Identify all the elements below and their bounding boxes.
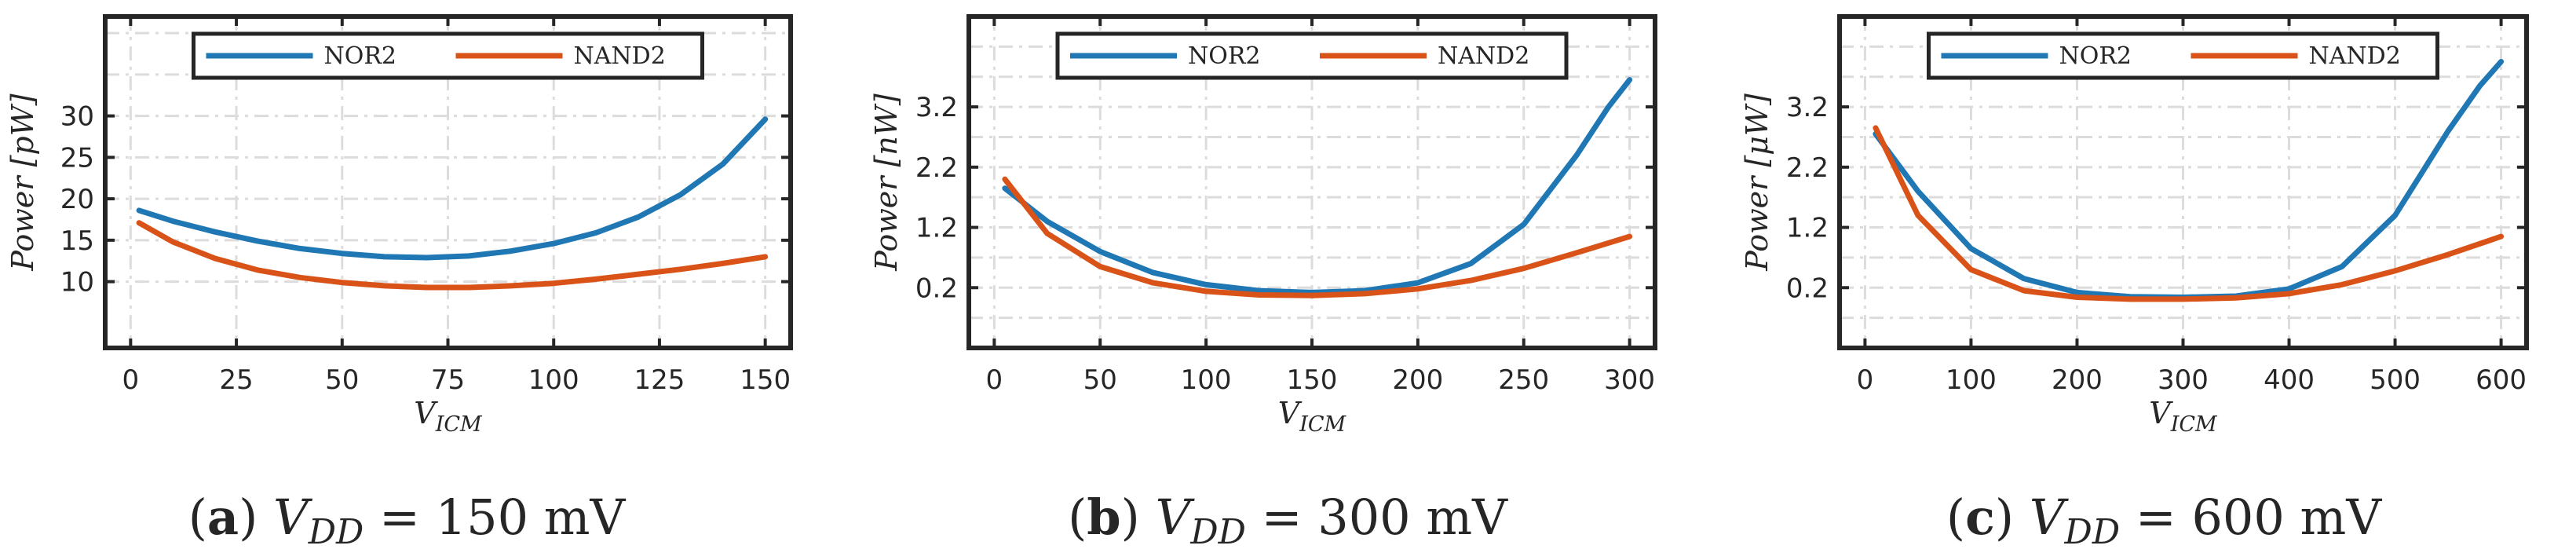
y-tick-label: 25 [60, 142, 94, 174]
chart-panel-3: 0 100 200 300 400 500 6000.21.22.23.2VICMPower… [1740, 14, 2529, 552]
y-tick-label: 3.2 [1786, 92, 1829, 123]
x-axis-label-main: V [2149, 396, 2173, 430]
caption-var: V [2030, 489, 2070, 546]
caption-letter: b [1087, 489, 1120, 546]
y-tick-label: 2.2 [1786, 152, 1829, 184]
x-tick-label: 400 [2264, 364, 2315, 396]
y-axis-label: Power [μW] [1740, 93, 1774, 272]
x-tick-label: 300 [2158, 364, 2209, 396]
legend-label-nand2: NAND2 [574, 42, 666, 70]
caption-paren: ( [1946, 489, 1965, 546]
legend-label-nand2: NAND2 [1438, 42, 1529, 70]
x-tick-label: 100 [1181, 364, 1232, 396]
series-line-nand2 [1873, 125, 2505, 302]
series-line-nor2 [136, 116, 769, 261]
x-tick-label: 500 [2370, 364, 2421, 396]
y-tick-label: 1.2 [1786, 213, 1829, 244]
panel-caption: (c) VDD = 600 mV [1946, 489, 2382, 552]
legend-label-nor2: NOR2 [324, 42, 397, 70]
caption-value: = 600 mV [2120, 489, 2382, 546]
caption-paren: ) [239, 489, 273, 546]
caption-paren: ( [188, 489, 207, 546]
caption-paren: ) [1995, 489, 2030, 546]
legend: NOR2 NAND2 [1055, 31, 1569, 80]
legend: NOR2 NAND2 [192, 31, 704, 80]
y-tick-label: 10 [60, 267, 94, 298]
x-axis-label-sub: ICM [1299, 412, 1346, 437]
series-line-nor2 [1002, 77, 1633, 295]
caption-letter: a [207, 489, 239, 546]
panel-caption: (b) VDD = 300 mV [1068, 489, 1508, 552]
x-tick-label: 75 [431, 364, 465, 396]
x-axis-label-main: V [1278, 396, 1303, 430]
y-tick-label: 2.2 [915, 152, 958, 184]
y-tick-label: 0.2 [915, 273, 958, 304]
y-tick-label: 30 [60, 101, 94, 133]
x-tick-label: 100 [528, 364, 579, 396]
x-tick-label: 0 [1857, 364, 1874, 396]
x-axis-label-sub: ICM [435, 412, 483, 437]
y-tick-label: 1.2 [915, 213, 958, 244]
x-tick-label: 25 [219, 364, 253, 396]
caption-var-sub: DD [308, 512, 364, 552]
x-tick-label: 50 [1083, 364, 1117, 396]
x-axis-label-main: V [414, 396, 438, 430]
x-tick-label: 150 [740, 364, 791, 396]
caption-value: = 300 mV [1246, 489, 1508, 546]
series-line-nor2 [1873, 59, 2505, 300]
legend-label-nor2: NOR2 [2059, 42, 2132, 70]
chart-panel-2: 0 50 100 150 200 250 3000.21.22.23.2VICMPower … [869, 14, 1657, 552]
x-tick-label: 50 [325, 364, 359, 396]
y-tick-label: 0.2 [1786, 273, 1829, 304]
y-axis-label: Power [nW] [869, 93, 904, 272]
x-tick-label: 150 [1287, 364, 1338, 396]
x-tick-label: 600 [2476, 364, 2527, 396]
y-axis-label: Power [pW] [5, 93, 40, 271]
caption-var: V [273, 489, 313, 546]
y-tick-label: 15 [60, 225, 94, 257]
legend: NOR2 NAND2 [1927, 31, 2439, 80]
y-tick-label: 20 [60, 184, 94, 215]
x-tick-label: 0 [122, 364, 140, 396]
x-axis-label-sub: ICM [2170, 412, 2218, 437]
x-tick-label: 0 [986, 364, 1003, 396]
caption-letter: c [1965, 489, 1995, 546]
x-tick-label: 100 [1946, 364, 1997, 396]
x-axis-label: VICM [1278, 396, 1347, 437]
series-line-nand2 [1002, 176, 1633, 298]
x-axis-label: VICM [2149, 396, 2218, 437]
caption-var: V [1156, 489, 1196, 546]
caption-var-sub: DD [1189, 512, 1246, 552]
x-axis-label: VICM [414, 396, 483, 437]
legend-label-nand2: NAND2 [2309, 42, 2401, 70]
x-tick-label: 250 [1498, 364, 1549, 396]
caption-paren: ( [1068, 489, 1087, 546]
legend-label-nor2: NOR2 [1188, 42, 1261, 70]
panel-caption: (a) VDD = 150 mV [188, 489, 627, 552]
caption-value: = 150 mV [364, 489, 626, 546]
series-line-nand2 [136, 220, 769, 291]
x-tick-label: 200 [1392, 364, 1443, 396]
y-tick-label: 3.2 [915, 92, 958, 123]
caption-paren: ) [1121, 489, 1156, 546]
x-tick-label: 125 [634, 364, 685, 396]
x-tick-label: 300 [1604, 364, 1655, 396]
caption-var-sub: DD [2064, 512, 2121, 552]
x-tick-label: 200 [2052, 364, 2103, 396]
